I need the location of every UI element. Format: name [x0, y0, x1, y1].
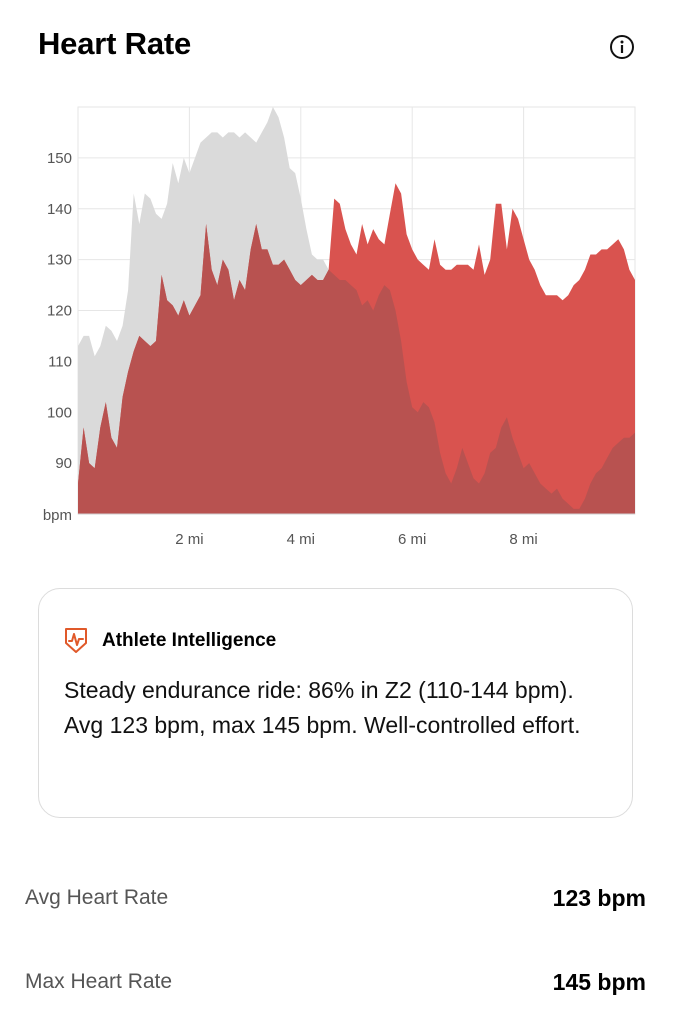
x-tick-label: 2 mi: [175, 531, 203, 548]
avg-heart-rate-value: 123 bpm: [552, 885, 646, 911]
avg-heart-rate-label: Avg Heart Rate: [25, 886, 169, 909]
y-tick-label: 140: [47, 201, 72, 218]
page-title: Heart Rate: [38, 26, 192, 61]
y-tick-label: 130: [47, 252, 72, 269]
y-axis-unit-label: bpm: [43, 507, 72, 524]
max-heart-rate-label: Max Heart Rate: [25, 970, 173, 993]
x-tick-label: 8 mi: [509, 531, 537, 548]
athlete-intelligence-summary: Steady endurance ride: 86% in Z2 (110-14…: [64, 677, 581, 738]
y-tick-label: 90: [55, 455, 72, 472]
athlete-intelligence-card[interactable]: Athlete Intelligence Steady endurance ri…: [38, 588, 633, 818]
x-tick-label: 6 mi: [398, 531, 426, 548]
info-icon[interactable]: [609, 34, 635, 60]
y-tick-label: 100: [47, 404, 72, 421]
y-tick-label: 120: [47, 303, 72, 320]
max-heart-rate-value: 145 bpm: [552, 969, 646, 995]
y-tick-label: 150: [47, 150, 72, 167]
y-tick-label: 110: [48, 353, 72, 370]
x-tick-label: 4 mi: [287, 531, 315, 548]
heart-rate-chart[interactable]: 90 100 110 120 130 140 150 bpm 2 mi 4 mi 6 mi 8 mi: [0, 100, 673, 560]
athlete-intelligence-title: Athlete Intelligence: [102, 630, 277, 651]
athlete-intelligence-logo-icon: [64, 626, 88, 654]
